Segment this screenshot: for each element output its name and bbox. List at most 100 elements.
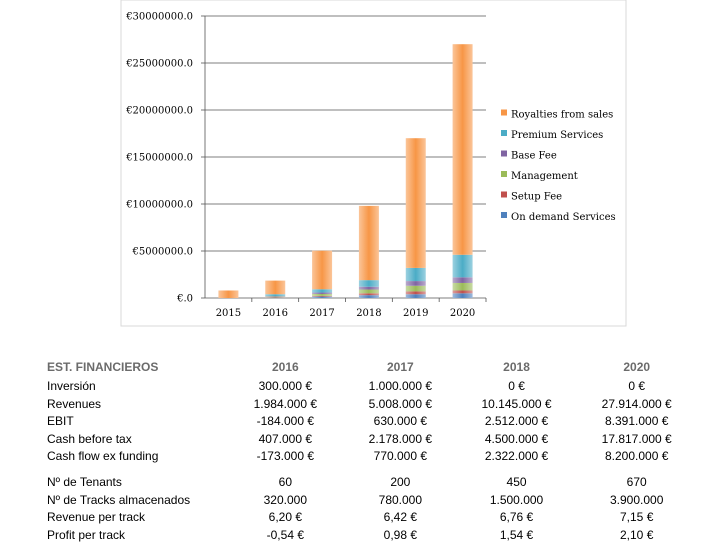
bar-segment — [358, 280, 379, 287]
table-cell: 780.000 — [378, 492, 423, 507]
table-cell: 1,54 € — [499, 527, 534, 542]
table-spacer — [47, 466, 707, 474]
row-label: Nº de Tenants — [47, 474, 122, 489]
bar-segment — [405, 138, 426, 268]
legend-swatch — [501, 109, 507, 116]
row-label: Cash before tax — [47, 431, 132, 446]
table-cell: -0,54 € — [266, 527, 304, 542]
bar-segment — [358, 289, 379, 294]
bar-segment — [405, 285, 426, 292]
table-cell: 2020 — [623, 360, 651, 375]
table-cell: -173.000 € — [256, 449, 315, 464]
bar-segment — [265, 294, 286, 297]
row-label: Nº de Tracks almacenados — [47, 492, 191, 507]
table-cell: 630.000 € — [373, 414, 428, 429]
bar-segment — [405, 281, 426, 286]
y-tick-label: €5000000.0 — [132, 247, 193, 258]
row-label: EBIT — [47, 414, 74, 429]
x-tick-label: 2019 — [403, 308, 428, 319]
table-cell: 17.817.000 € — [601, 431, 672, 446]
y-tick-label: €20000000.0 — [125, 106, 193, 117]
legend-label: Setup Fee — [511, 192, 562, 203]
bar-segment — [312, 296, 333, 298]
y-tick-label: €15000000.0 — [125, 153, 193, 164]
legend-swatch — [501, 171, 507, 177]
table-cell: 6,76 € — [499, 510, 534, 525]
table-row: Nº de Tenants 60 200 450 670 — [47, 474, 707, 492]
x-tick-label: 2016 — [263, 308, 288, 319]
table-header-row: EST. FINANCIEROS 2016 2017 2018 2020 — [47, 358, 707, 378]
bar-segment — [358, 205, 379, 281]
table-cell: 300.000 € — [258, 379, 313, 393]
table-cell: 60 — [278, 474, 292, 489]
row-label: Inversión — [47, 379, 96, 393]
table-cell: 10.145.000 € — [481, 396, 552, 411]
y-tick-label: €30000000.0 — [125, 12, 193, 23]
bar-segment — [265, 296, 286, 298]
y-tick-label: €.0 — [176, 294, 193, 305]
x-tick-label: 2020 — [450, 308, 475, 319]
bar-segment — [312, 289, 333, 293]
bar-segment — [452, 282, 473, 291]
legend-label: On demand Services — [511, 212, 616, 223]
table-cell: 670 — [626, 474, 647, 489]
bar-segment — [265, 280, 286, 295]
table-cell: 6,20 € — [268, 510, 303, 525]
bar-segment — [312, 292, 333, 294]
legend-label: Premium Services — [511, 130, 603, 141]
y-tick-label: €10000000.0 — [125, 200, 193, 211]
table-cell: 200 — [390, 474, 411, 489]
table-cell: -184.000 € — [256, 414, 315, 429]
table-cell: 8.391.000 € — [604, 414, 669, 429]
legend-swatch — [501, 191, 507, 198]
bar-segment — [265, 296, 286, 297]
table-cell: 2.322.000 € — [484, 449, 549, 464]
bar-segment — [452, 293, 473, 298]
table-cell: 27.914.000 € — [601, 396, 672, 411]
table-cell: 6,42 € — [383, 510, 418, 525]
table-row: Revenue per track 6,20 € 6,42 € 6,76 € 7,15 … — [47, 509, 707, 527]
table-cell: 2.178.000 € — [368, 431, 433, 446]
table-cell: 2017 — [386, 360, 414, 375]
table-cell: 8.200.000 € — [604, 449, 669, 464]
legend-swatch — [501, 130, 507, 136]
table-row: EBIT -184.000 € 630.000 € 2.512.000 € 8.391.… — [47, 413, 707, 431]
x-tick-label: 2015 — [216, 308, 241, 319]
bar-segment — [452, 277, 473, 283]
table-cell: 2018 — [503, 360, 530, 375]
bar-segment — [405, 294, 426, 298]
table-cell: 2,10 € — [620, 527, 654, 542]
table-cell: 450 — [506, 474, 527, 489]
table-cell: 2016 — [271, 360, 299, 375]
row-label: Revenues — [47, 396, 102, 411]
table-cell: 0 € — [508, 379, 525, 393]
table-row: Inversión 300.000 € 1.000.000 € 0 € 0 € — [47, 378, 707, 396]
table-row: Cash before tax 407.000 € 2.178.000 € 4.500… — [47, 431, 707, 449]
row-label: Profit per track — [47, 527, 126, 542]
table-cell: 0 € — [628, 379, 646, 393]
table-cell: 407.000 € — [258, 431, 313, 446]
table-cell: 4.500.000 € — [484, 431, 549, 446]
legend-swatch — [501, 212, 507, 218]
table-row: Nº de Tracks almacenados 320.000 780.000 1.… — [47, 492, 707, 510]
bar-segment — [358, 286, 379, 290]
spacer-cell — [47, 466, 707, 474]
stacked-bar-chart: €30000000.0 €25000000.0 €20000000.0 €150000… — [120, 0, 627, 327]
table-cell: 770.000 € — [373, 449, 428, 464]
table-cell: 3.900.000 — [610, 492, 664, 507]
table-row: Cash flow ex funding -173.000 € 770.000 € 2… — [47, 448, 707, 466]
bar-segment — [265, 297, 286, 298]
bar-segment — [312, 250, 333, 290]
bar-segment — [358, 295, 379, 298]
bar-segment — [265, 297, 286, 299]
table-cell: 1.000.000 € — [368, 379, 433, 393]
legend-swatch — [501, 150, 507, 157]
table-cell: 1.500.000 — [489, 492, 544, 507]
table-cell: 1.984.000 € — [253, 396, 318, 411]
bar-segment — [452, 254, 473, 278]
bar-segment — [452, 290, 473, 294]
table-row: Profit per track -0,54 € 0,98 € 1,54 € 2,10 … — [47, 527, 707, 545]
bar-segment — [452, 44, 473, 255]
row-label: Revenue per track — [47, 510, 146, 525]
x-tick-label: 2017 — [309, 308, 334, 319]
